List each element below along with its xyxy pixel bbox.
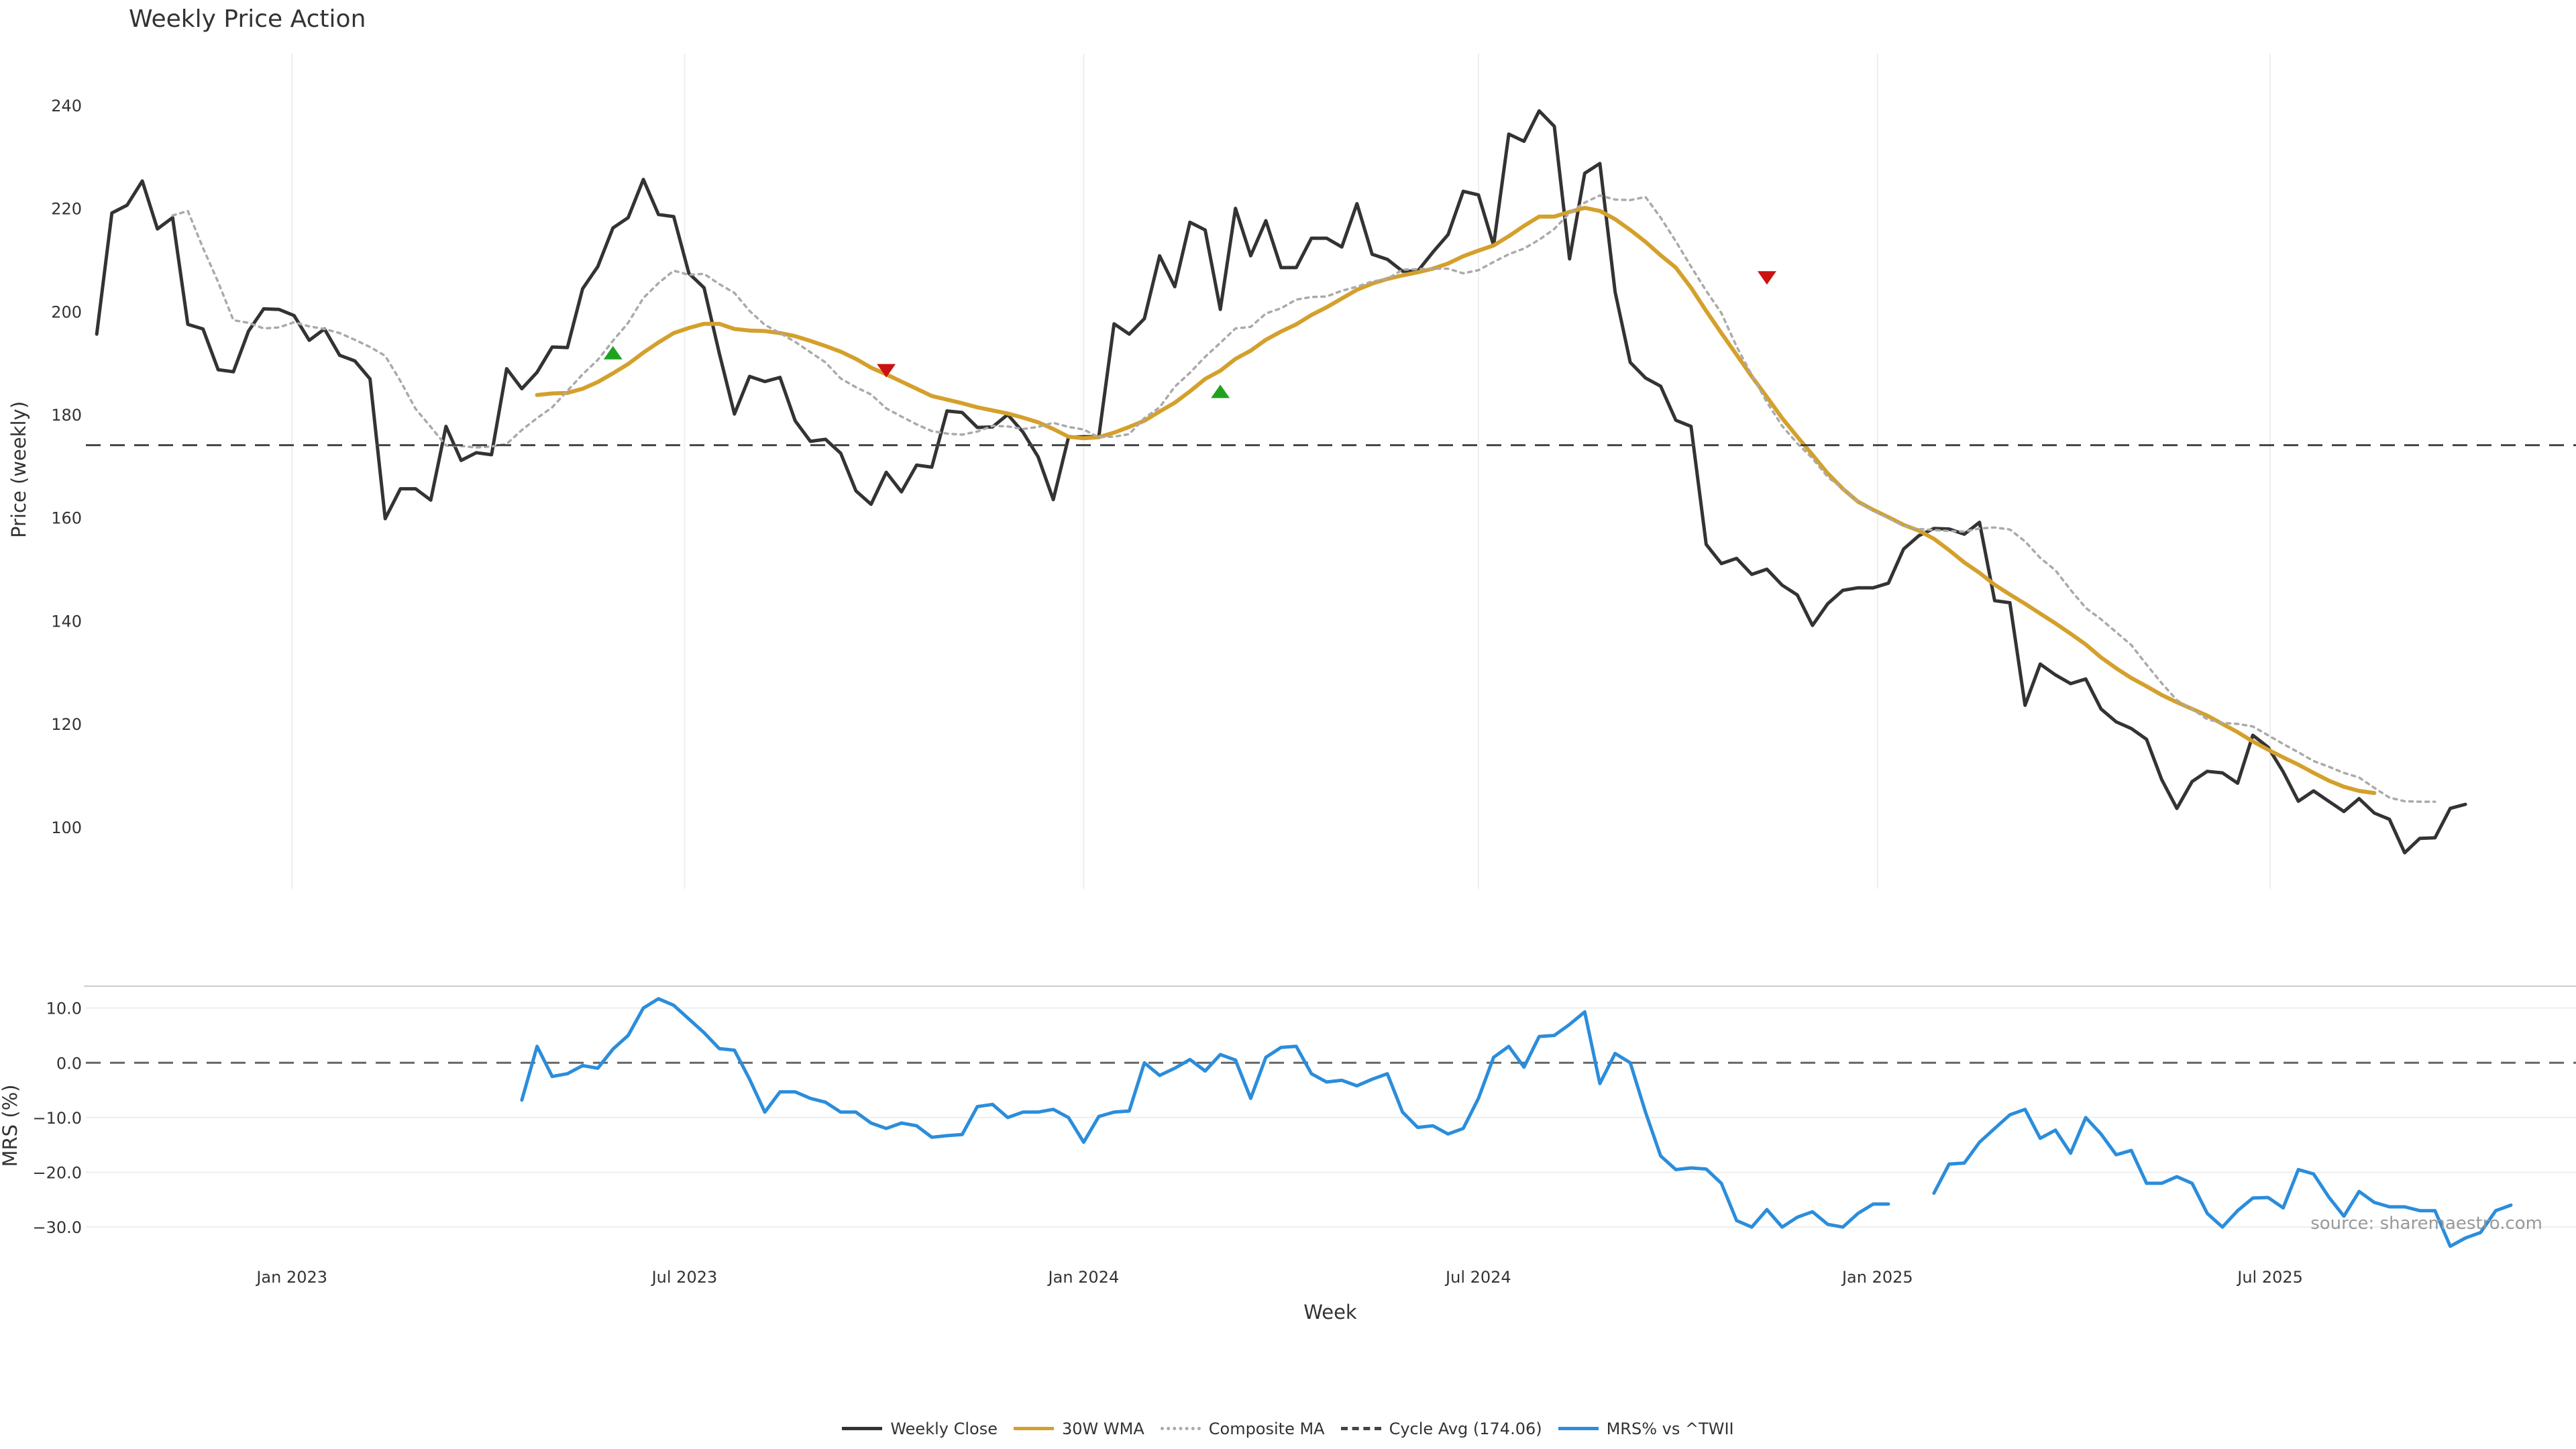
price-y-tick-5: 200 (51, 303, 82, 321)
legend-swatch-3 (1340, 1427, 1381, 1430)
signal-markers (603, 271, 1776, 398)
x-tick-4: Jan 2025 (1841, 1268, 1913, 1287)
x-tick-3: Jul 2024 (1444, 1268, 1511, 1287)
price-y-axis-label: Price (weekly) (7, 401, 30, 538)
buy-marker-0 (603, 345, 623, 360)
mrs-lines (520, 997, 2513, 1248)
legend-item-0: Weekly Close (842, 1419, 998, 1438)
mrs-y-tick-3: −20.0 (32, 1164, 82, 1183)
legend-label-2: Composite MA (1208, 1419, 1325, 1438)
mrs-y-axis-label: MRS (%) (0, 1085, 21, 1167)
mrs-y-tick-1: 0.0 (56, 1054, 82, 1073)
legend-item-1: 30W WMA (1013, 1419, 1144, 1438)
mrs-grid (86, 1007, 2576, 1228)
legend-item-2: Composite MA (1160, 1419, 1325, 1438)
series-line-30w-wma (535, 205, 2377, 796)
legend: Weekly Close 30W WMA Composite MA Cycle Avg… (0, 1415, 2576, 1438)
source-annotation: source: sharemaestro.com (2310, 1214, 2542, 1234)
legend-label-1: 30W WMA (1061, 1419, 1144, 1438)
sell-marker-1 (877, 364, 896, 378)
legend-label-0: Weekly Close (890, 1419, 998, 1438)
x-tick-2: Jan 2024 (1047, 1268, 1120, 1287)
price-y-ticks: 100 120 140 160 180 200 220 240 (51, 97, 82, 837)
legend-item-4: MRS% vs ^TWII (1558, 1419, 1734, 1438)
sell-marker-3 (1757, 271, 1776, 285)
legend-label-4: MRS% vs ^TWII (1606, 1419, 1734, 1438)
x-tick-5: Jul 2025 (2236, 1268, 2303, 1287)
legend-swatch-1 (1013, 1427, 1054, 1430)
legend-swatch-2 (1160, 1427, 1201, 1430)
price-y-tick-1: 120 (51, 715, 82, 734)
chart-title: Weekly Price Action (129, 5, 366, 33)
legend-swatch-0 (842, 1427, 883, 1430)
legend-swatch-4 (1558, 1427, 1599, 1430)
mrs-y-ticks: 10.0 0.0 −10.0 −20.0 −30.0 (32, 1000, 82, 1238)
mrs-y-tick-4: −30.0 (32, 1218, 82, 1237)
series-line-mrs-vs-twii-1 (1932, 1108, 2513, 1248)
price-y-tick-2: 140 (51, 612, 82, 631)
x-axis-label: Week (1303, 1301, 1357, 1324)
x-tick-1: Jul 2023 (651, 1268, 718, 1287)
buy-marker-2 (1211, 384, 1230, 398)
x-tick-0: Jan 2023 (255, 1268, 327, 1287)
price-lines (86, 109, 2576, 855)
legend-label-3: Cycle Avg (174.06) (1389, 1419, 1542, 1438)
series-line-mrs-vs-twii-0 (520, 997, 1890, 1229)
price-y-tick-0: 100 (51, 818, 82, 837)
price-grid (291, 54, 2271, 889)
price-y-tick-7: 240 (51, 97, 82, 115)
price-y-tick-3: 160 (51, 509, 82, 528)
mrs-y-tick-2: −10.0 (32, 1109, 82, 1128)
price-y-tick-4: 180 (51, 406, 82, 425)
mrs-y-tick-0: 10.0 (46, 1000, 82, 1018)
price-y-tick-6: 220 (51, 200, 82, 219)
series-line-weekly-close (95, 109, 2467, 855)
x-ticks: Jan 2023 Jul 2023 Jan 2024 Jul 2024 Jan 2025… (255, 1268, 2303, 1287)
legend-item-3: Cycle Avg (174.06) (1340, 1419, 1542, 1438)
series-line-composite-ma (171, 194, 2436, 803)
